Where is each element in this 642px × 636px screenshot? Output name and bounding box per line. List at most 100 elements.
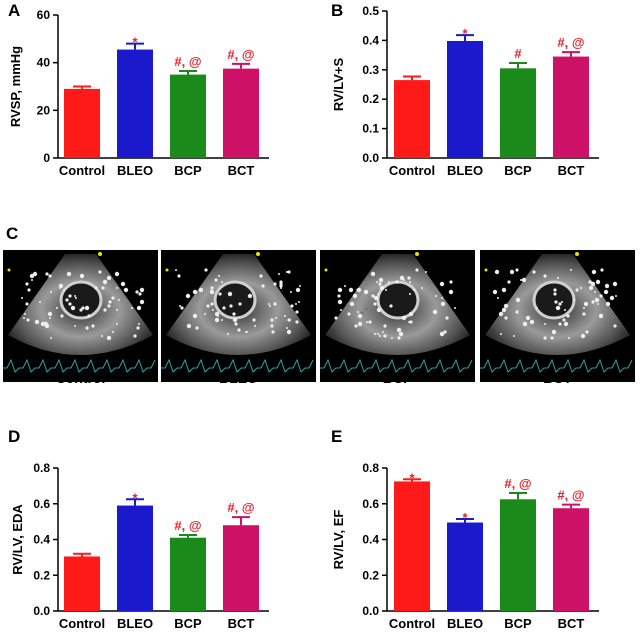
- chart-e-annotation: *: [462, 510, 468, 525]
- depth-marker-icon: [484, 268, 488, 272]
- ultrasound-speckle: [94, 286, 98, 290]
- ultrasound-speckle: [595, 279, 601, 285]
- chart-e-annotation: *: [409, 470, 415, 485]
- ultrasound-speckle: [138, 292, 142, 296]
- ultrasound-speckle: [268, 303, 270, 305]
- ultrasound-speckle: [562, 318, 566, 322]
- chart-e-bar-bleo: [447, 522, 483, 611]
- chart-e-category-label: BCP: [504, 616, 532, 631]
- chart-d-category-label: Control: [59, 616, 105, 631]
- chart-e-category-label: Control: [389, 616, 435, 631]
- ultrasound-speckle: [270, 324, 274, 328]
- ultrasound-speckle: [501, 307, 507, 313]
- ultrasound-speckle: [25, 302, 29, 306]
- chart-d-annotation: *: [132, 490, 138, 505]
- ecg-trace: [320, 358, 473, 373]
- ultrasound-speckle: [337, 299, 343, 305]
- ultrasound-speckle: [421, 287, 423, 289]
- ultrasound-speckle: [87, 314, 91, 318]
- chart-e-y-axis-label: RV/LV, EF: [331, 510, 346, 570]
- ultrasound-speckle: [408, 311, 414, 317]
- ultrasound-speckle: [84, 305, 90, 311]
- ultrasound-speckle: [209, 289, 215, 295]
- ultrasound-speckle: [63, 289, 65, 291]
- ultrasound-speckle: [415, 268, 419, 272]
- ultrasound-speckle: [580, 333, 586, 339]
- chart-a-tick-label: 0: [43, 151, 50, 165]
- ultrasound-speckle: [600, 268, 604, 272]
- ultrasound-speckle: [441, 297, 443, 299]
- ultrasound-speckle: [501, 287, 507, 293]
- chart-d-tick-label: 0.0: [33, 604, 50, 618]
- ultrasound-speckle: [383, 324, 387, 328]
- ultrasound-speckle: [238, 302, 242, 306]
- ultrasound-speckle: [558, 322, 562, 326]
- ultrasound-speckle: [179, 305, 181, 307]
- chart-a-category-label: Control: [59, 163, 105, 178]
- chart-a-letter: A: [8, 1, 20, 20]
- ultrasound-speckle: [27, 288, 31, 292]
- chart-a-bar-bct: [223, 68, 259, 158]
- ultrasound-speckle: [609, 295, 615, 301]
- ultrasound-speckle: [497, 297, 499, 299]
- ultrasound-speckle: [425, 271, 427, 273]
- chart-b-tick-label: 0.0: [362, 151, 379, 165]
- ultrasound-speckle: [376, 307, 382, 313]
- ultrasound-speckle: [378, 277, 384, 283]
- ultrasound-speckle: [34, 319, 40, 325]
- ultrasound-speckle: [218, 292, 222, 296]
- ultrasound-speckle: [366, 321, 368, 323]
- ultrasound-speckle: [544, 323, 546, 325]
- ultrasound-speckle: [56, 307, 58, 309]
- chart-a-tick-label: 20: [37, 103, 51, 117]
- ultrasound-speckle: [522, 321, 528, 327]
- ultrasound-speckle: [49, 317, 51, 319]
- probe-marker-icon: [256, 252, 260, 256]
- chart-e-tick-label: 0.8: [362, 461, 379, 475]
- ultrasound-speckle: [363, 289, 369, 295]
- ultrasound-speckle: [74, 295, 76, 297]
- ultrasound-speckle: [45, 323, 47, 325]
- ultrasound-speckle: [232, 312, 236, 316]
- ultrasound-speckle: [138, 323, 140, 325]
- ultrasound-speckle: [270, 318, 274, 322]
- ultrasound-speckle: [229, 304, 233, 308]
- ultrasound-speckle: [395, 280, 399, 284]
- chart-d-y-axis-label: RV/LV, EDA: [10, 504, 25, 575]
- chart-a-category-label: BCT: [228, 163, 255, 178]
- ultrasound-speckle: [604, 283, 610, 289]
- ultrasound-speckle: [275, 317, 277, 319]
- chart-e-bar-control: [394, 481, 430, 611]
- ultrasound-speckle: [252, 318, 256, 322]
- ultrasound-speckle: [227, 333, 229, 335]
- chart-b-y-axis-label: RV/LV+S: [331, 58, 346, 112]
- chart-e-tick-label: 0.4: [362, 533, 379, 547]
- ultrasound-speckle: [382, 331, 384, 333]
- ultrasound-speckle: [413, 289, 415, 291]
- chart-b-tick-label: 0.5: [362, 4, 379, 18]
- ultrasound-speckle: [408, 321, 410, 323]
- ultrasound-speckle: [449, 280, 453, 284]
- ultrasound-speckle: [194, 291, 196, 293]
- ultrasound-speckle: [553, 292, 557, 296]
- ultrasound-speckle: [206, 304, 210, 308]
- ultrasound-speckle: [591, 300, 595, 304]
- ultrasound-speckle: [261, 284, 265, 288]
- ultrasound-speckle: [599, 294, 603, 298]
- ultrasound-speckle: [373, 295, 379, 301]
- ultrasound-speckle: [494, 269, 500, 275]
- ultrasound-speckle: [349, 301, 355, 307]
- ultrasound-speckle: [401, 315, 407, 321]
- ultrasound-speckle: [65, 298, 69, 302]
- ultrasound-speckle: [259, 274, 263, 278]
- ultrasound-speckle: [177, 274, 181, 278]
- chart-d-letter: D: [8, 427, 20, 446]
- ultrasound-speckle: [79, 308, 83, 312]
- ultrasound-speckle: [91, 324, 95, 328]
- ultrasound-speckle: [348, 287, 354, 293]
- chart-e-tick-label: 0.0: [362, 604, 379, 618]
- echo-label-bleo: BLEO: [219, 370, 258, 386]
- ultrasound-speckle: [575, 288, 579, 292]
- ultrasound-speckle: [347, 312, 351, 316]
- chart-e-bar-bct: [553, 508, 589, 611]
